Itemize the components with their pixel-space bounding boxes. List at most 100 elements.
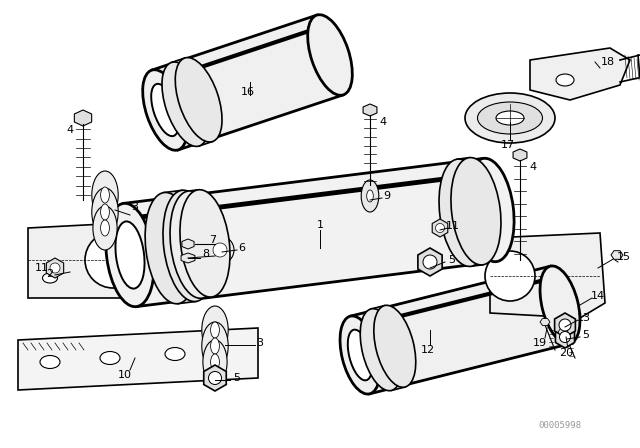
Polygon shape xyxy=(556,326,575,348)
Text: 4: 4 xyxy=(529,162,536,172)
Ellipse shape xyxy=(92,188,118,236)
Ellipse shape xyxy=(202,306,228,354)
Text: 00005998: 00005998 xyxy=(538,421,582,430)
Ellipse shape xyxy=(163,190,215,302)
Ellipse shape xyxy=(165,348,185,361)
Text: 3: 3 xyxy=(257,338,264,348)
Polygon shape xyxy=(458,158,483,266)
Polygon shape xyxy=(28,223,133,298)
Ellipse shape xyxy=(367,190,373,202)
Ellipse shape xyxy=(100,220,109,236)
Ellipse shape xyxy=(348,330,372,380)
Circle shape xyxy=(559,319,571,331)
Ellipse shape xyxy=(308,15,352,95)
Ellipse shape xyxy=(211,354,220,370)
Ellipse shape xyxy=(540,266,580,344)
Text: 13: 13 xyxy=(577,313,591,323)
Polygon shape xyxy=(46,258,63,278)
Polygon shape xyxy=(18,328,258,390)
Ellipse shape xyxy=(100,352,120,365)
Polygon shape xyxy=(172,58,212,146)
Circle shape xyxy=(50,263,60,273)
Polygon shape xyxy=(350,266,570,394)
Text: 11: 11 xyxy=(446,221,460,231)
Ellipse shape xyxy=(477,102,543,134)
Text: 10: 10 xyxy=(118,370,132,380)
Circle shape xyxy=(435,224,445,233)
Polygon shape xyxy=(182,239,194,249)
Text: 9: 9 xyxy=(383,191,390,201)
Ellipse shape xyxy=(42,273,58,283)
Ellipse shape xyxy=(374,305,416,388)
Ellipse shape xyxy=(40,356,60,369)
Ellipse shape xyxy=(162,62,209,146)
Text: 17: 17 xyxy=(501,140,515,150)
Polygon shape xyxy=(181,253,195,263)
Polygon shape xyxy=(164,190,196,304)
Polygon shape xyxy=(124,159,497,306)
Ellipse shape xyxy=(151,84,179,136)
Circle shape xyxy=(559,332,570,343)
Polygon shape xyxy=(363,104,377,116)
Polygon shape xyxy=(513,149,527,161)
Polygon shape xyxy=(418,248,442,276)
Ellipse shape xyxy=(170,191,220,298)
Polygon shape xyxy=(204,365,227,391)
Polygon shape xyxy=(74,110,92,126)
Polygon shape xyxy=(558,328,568,336)
Text: 15: 15 xyxy=(617,252,631,262)
Polygon shape xyxy=(371,306,405,391)
Ellipse shape xyxy=(180,190,230,297)
Text: 18: 18 xyxy=(601,57,615,67)
Ellipse shape xyxy=(439,159,489,267)
Text: 6: 6 xyxy=(239,243,246,253)
Ellipse shape xyxy=(451,158,501,265)
Polygon shape xyxy=(611,251,623,259)
Circle shape xyxy=(423,255,437,269)
Text: 5: 5 xyxy=(582,330,589,340)
Circle shape xyxy=(206,236,234,264)
Text: 11: 11 xyxy=(35,263,49,273)
Polygon shape xyxy=(555,313,575,337)
Ellipse shape xyxy=(340,316,380,394)
Ellipse shape xyxy=(360,309,402,391)
Polygon shape xyxy=(490,233,605,318)
Text: 7: 7 xyxy=(209,235,216,245)
Polygon shape xyxy=(188,190,212,298)
Ellipse shape xyxy=(202,322,228,370)
Text: 3: 3 xyxy=(131,202,138,212)
Ellipse shape xyxy=(211,322,220,338)
Ellipse shape xyxy=(143,70,188,150)
Ellipse shape xyxy=(496,111,524,125)
Text: 2: 2 xyxy=(47,269,54,279)
Ellipse shape xyxy=(465,93,555,143)
Ellipse shape xyxy=(548,298,562,307)
Polygon shape xyxy=(540,319,550,325)
Ellipse shape xyxy=(556,74,574,86)
Polygon shape xyxy=(432,219,448,237)
Ellipse shape xyxy=(100,187,109,203)
Circle shape xyxy=(209,371,221,384)
Ellipse shape xyxy=(106,203,154,307)
Text: 19: 19 xyxy=(533,338,547,348)
Circle shape xyxy=(85,232,141,288)
Text: 20: 20 xyxy=(559,348,573,358)
Ellipse shape xyxy=(211,338,220,354)
Ellipse shape xyxy=(93,206,117,250)
Ellipse shape xyxy=(115,221,145,289)
Circle shape xyxy=(213,243,227,257)
Text: 14: 14 xyxy=(591,291,605,301)
Text: 12: 12 xyxy=(421,345,435,355)
Ellipse shape xyxy=(175,58,222,142)
Ellipse shape xyxy=(361,180,379,212)
Circle shape xyxy=(485,251,535,301)
Text: 4: 4 xyxy=(67,125,74,135)
Text: 1: 1 xyxy=(317,220,323,230)
Text: 8: 8 xyxy=(202,249,209,259)
Ellipse shape xyxy=(203,340,227,384)
Polygon shape xyxy=(152,15,343,150)
Text: 5: 5 xyxy=(234,373,241,383)
Ellipse shape xyxy=(466,158,514,262)
Polygon shape xyxy=(530,48,630,100)
Text: 5: 5 xyxy=(449,255,456,265)
